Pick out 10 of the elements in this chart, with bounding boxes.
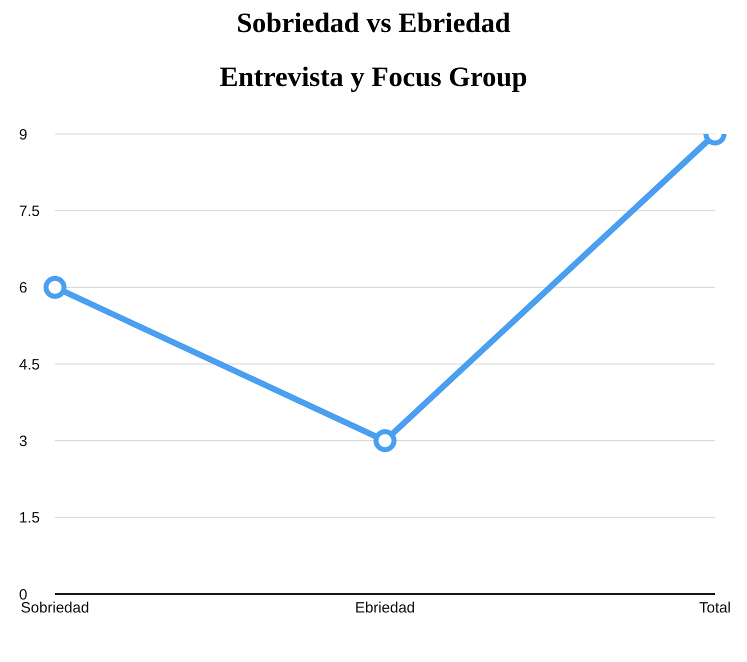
y-tick-label: 3 [19,432,28,450]
y-tick-label: 7.5 [19,202,40,220]
x-tick-label: Ebriedad [354,600,416,617]
y-tick-label: 4.5 [19,356,40,374]
y-tick-label: 6 [19,280,28,297]
chart-subtitle: Entrevista y Focus Group [218,62,528,94]
chart-title: Sobriedad vs Ebriedad [236,8,512,40]
y-tick-label: 9 [19,126,28,144]
x-tick-label: Total [699,600,731,617]
y-tick-label: 1.5 [19,510,40,527]
